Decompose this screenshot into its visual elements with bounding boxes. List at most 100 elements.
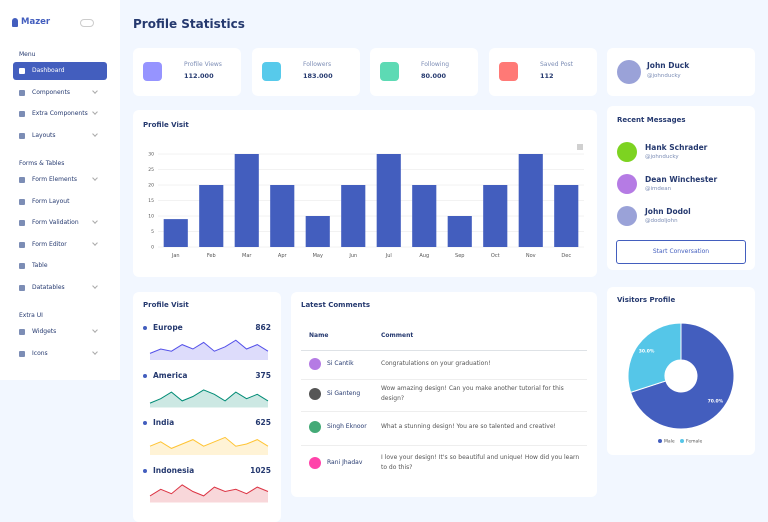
card-title: Profile Visit [143,301,189,309]
bar [554,185,579,247]
menu-item[interactable]: Layouts [13,127,107,145]
menu-item[interactable]: Icons [13,345,107,363]
sparkline-area [150,484,268,503]
comment-name: Si Ganteng [327,390,361,397]
y-tick-label: 15 [148,198,154,204]
message-handle: @johnducky [645,154,679,160]
stat-value: 112 [540,72,554,80]
bar [305,216,330,247]
avatar [309,358,321,370]
menu-item[interactable]: Table [13,257,107,275]
x-tick-label: Jul [385,253,392,259]
stat-label: Profile Views [184,61,222,68]
sparkline [149,389,269,404]
menu-item[interactable]: Form Validation [13,214,107,232]
menu-icon [19,89,25,96]
comment-text: Congratulations on your graduation! [381,360,491,367]
legend-label: Male [664,439,675,445]
stat-card: Followers 183.000 [252,48,360,96]
x-tick-label: Feb [207,253,216,259]
stat-value: 112.000 [184,72,214,80]
menu-icon [19,329,25,335]
card-title: Profile Visit [143,121,189,129]
x-tick-label: Jan [171,253,180,259]
menu-icon [19,350,25,357]
legend-label: Female [686,439,703,445]
stat-icon [262,62,281,81]
stat-label: Following [421,61,450,68]
menu-item[interactable]: Widgets [13,323,107,341]
brand[interactable]: Mazer [21,17,51,27]
menu-label: Form Validation [32,219,79,226]
dot [143,421,147,425]
menu-label: Table [32,262,48,269]
bar [518,154,543,247]
stat-label: Followers [303,61,332,68]
bar [483,185,508,247]
country-value: 375 [255,370,271,380]
country-name: India [153,418,175,427]
menu-item[interactable]: Form Editor [13,236,107,254]
card-title: Recent Messages [617,116,686,124]
bar [412,185,437,247]
table-header: Name [309,332,329,339]
card-title: Latest Comments [301,301,371,309]
message-name: Dean Winchester [645,175,718,184]
menu-label: Form Editor [32,240,67,248]
start-button[interactable]: Start Conversation [616,240,746,264]
pie-label: 70.0% [708,398,724,404]
menu-item[interactable]: Extra Components [13,105,107,123]
x-tick-label: Oct [491,253,500,259]
menu-icon [19,263,25,269]
menu-item[interactable]: Dashboard [13,62,107,80]
x-tick-label: Sep [455,253,464,259]
theme-toggle[interactable] [80,19,94,27]
bar [447,216,472,247]
stat-label: Saved Post [540,61,573,68]
card-title: Visitors Profile [617,296,676,304]
menu-label: Icons [32,349,48,357]
bar [270,185,295,247]
message-name: Hank Schrader [645,143,708,152]
x-tick-label: Dec [561,253,571,259]
y-tick-label: 10 [148,214,154,220]
sparkline [149,339,269,354]
comment-text: I love your design! It's so beautiful an… [381,454,580,471]
brand-icon [12,18,18,27]
menu-label: Datatables [32,283,65,291]
menu-item[interactable]: Datatables [13,279,107,297]
menu-icon [19,220,25,226]
menu-icon [19,132,25,139]
x-tick-label: May [313,253,323,259]
menu-label: Form Elements [32,176,77,183]
stat-icon [380,62,399,81]
stat-card: Saved Post 112 [489,48,597,96]
dot [143,373,147,378]
profile-handle: @johnducky [647,73,681,79]
avatar [617,206,637,226]
section-title: Forms & Tables [19,160,65,167]
menu-label: Layouts [32,131,56,139]
menu-label: Extra Components [32,110,88,117]
comments-card: Latest Comments Name Comment Si Cantik Cong… [291,292,597,497]
menu-icon [19,241,25,248]
dot [143,326,147,330]
menu-item[interactable]: Form Elements [13,171,107,189]
y-tick-label: 5 [151,229,154,235]
profile-name: John Duck [647,61,690,70]
bar [234,154,259,247]
menu-item[interactable]: Components [13,84,107,102]
menu-item[interactable]: Form Layout [13,193,107,211]
bar [341,185,366,247]
y-tick-label: 20 [148,183,154,189]
x-tick-label: Jun [348,253,357,259]
pie-slice [627,322,682,394]
y-tick-label: 25 [148,167,154,173]
menu-icon [19,68,25,74]
menu-label: Widgets [32,328,57,335]
avatar [309,457,321,469]
message-handle: @imdean [645,186,672,192]
bar [199,185,224,247]
